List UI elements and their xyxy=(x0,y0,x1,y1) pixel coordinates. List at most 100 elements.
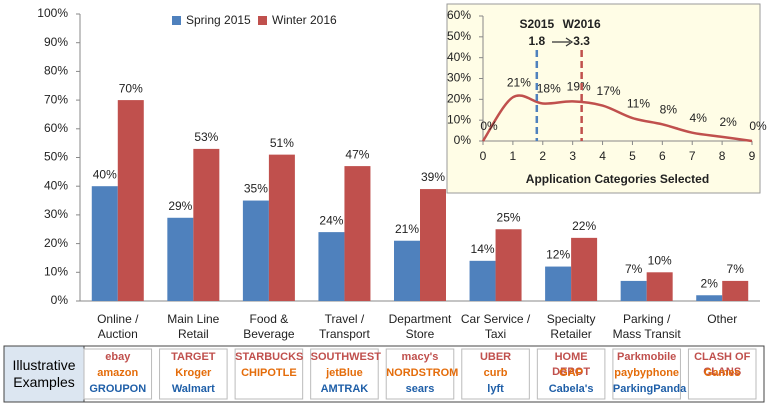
x-tick-label: 0 xyxy=(480,149,487,163)
y-tick-label: 80% xyxy=(44,64,68,78)
example-brand: CLASH OF CLANS xyxy=(694,351,751,378)
legend-label: Winter 2016 xyxy=(272,13,337,27)
data-label: 0% xyxy=(749,119,767,133)
example-brand: ParkingPanda xyxy=(612,383,687,395)
data-label: 25% xyxy=(497,210,521,224)
x-tick-label: Car Service / Taxi xyxy=(460,312,531,341)
bar xyxy=(722,280,749,301)
data-label: 10% xyxy=(648,253,672,267)
marker-name: W2016 xyxy=(563,17,601,31)
example-brand: paybyphone xyxy=(614,367,680,379)
data-label: 21% xyxy=(507,75,531,89)
y-tick-label: 20% xyxy=(44,236,68,250)
example-brand: Kroger xyxy=(175,367,212,379)
example-brand: SOUTHWEST xyxy=(310,351,381,363)
example-brand: curb xyxy=(483,367,508,379)
y-tick-label: 20% xyxy=(447,92,471,106)
bar xyxy=(420,189,446,301)
bar xyxy=(696,295,723,301)
y-tick-label: 30% xyxy=(44,207,68,221)
example-brand: GAP xyxy=(559,367,584,379)
y-tick-label: 70% xyxy=(44,92,68,106)
y-tick-label: 50% xyxy=(44,150,68,164)
data-label: 29% xyxy=(168,199,192,213)
y-tick-label: 60% xyxy=(447,8,471,22)
marker-name: S2015 xyxy=(519,17,554,31)
y-tick-label: 10% xyxy=(447,112,471,126)
x-tick-label: Specialty Retailer xyxy=(546,312,596,341)
example-brand: Parkmobile xyxy=(616,351,677,363)
example-brand: STARBUCKS xyxy=(235,351,304,363)
bar xyxy=(545,266,572,301)
example-brand: ebay xyxy=(105,351,131,363)
marker-value: 3.3 xyxy=(573,34,590,48)
example-brand: Cabela's xyxy=(548,383,594,395)
example-brand: jetBlue xyxy=(326,367,363,379)
data-label: 39% xyxy=(421,170,445,184)
data-label: 47% xyxy=(345,147,369,161)
y-tick-label: 40% xyxy=(44,178,68,192)
data-label: 2% xyxy=(719,115,737,129)
data-label: 22% xyxy=(572,219,596,233)
data-label: 40% xyxy=(93,167,117,181)
x-axis-title: Application Categories Selected xyxy=(526,172,709,186)
y-tick-label: 90% xyxy=(44,35,68,49)
example-brand: CHIPOTLE xyxy=(241,367,297,379)
example-brand: macy's xyxy=(401,351,439,363)
data-label: 14% xyxy=(471,242,495,256)
y-tick-label: 40% xyxy=(447,50,471,64)
bar xyxy=(646,272,673,301)
data-label: 0% xyxy=(480,119,498,133)
data-label: 17% xyxy=(597,84,621,98)
x-tick-label: 6 xyxy=(659,149,666,163)
example-cell xyxy=(612,348,681,400)
data-label: 19% xyxy=(567,80,591,94)
line xyxy=(481,94,753,143)
bar xyxy=(495,229,522,301)
example-cell xyxy=(536,348,606,400)
y-tick-label: 10% xyxy=(44,264,68,278)
bar xyxy=(193,148,220,301)
y-tick-label: 0% xyxy=(51,293,69,307)
example-brand: amazon xyxy=(97,367,139,379)
arrow-head xyxy=(565,37,574,47)
bar xyxy=(242,200,269,301)
bar xyxy=(91,186,118,301)
data-label: 12% xyxy=(546,248,570,262)
data-label: 70% xyxy=(119,81,143,95)
example-brand: Walmart xyxy=(171,383,215,395)
data-label: 7% xyxy=(625,262,643,276)
data-label: 7% xyxy=(727,262,745,276)
data-label: 35% xyxy=(244,182,268,196)
marker-value: 1.8 xyxy=(528,34,545,48)
data-label: 24% xyxy=(319,213,343,227)
bar xyxy=(469,260,496,301)
y-tick-label: 0% xyxy=(454,133,472,147)
bar xyxy=(117,100,144,301)
bar xyxy=(394,240,420,301)
y-tick-label: 30% xyxy=(447,71,471,85)
legend-label: Spring 2015 xyxy=(186,13,251,27)
example-brand: AMTRAK xyxy=(320,383,369,395)
bar xyxy=(344,166,371,301)
x-tick-label: 7 xyxy=(689,149,696,163)
data-label: 2% xyxy=(701,276,719,290)
bar xyxy=(318,232,345,301)
examples-label: Illustrative Examples xyxy=(12,357,76,390)
example-cell xyxy=(159,348,228,400)
data-label: 21% xyxy=(395,222,419,236)
data-label: 4% xyxy=(690,111,708,125)
x-tick-label: Main Line Retail xyxy=(167,312,220,341)
x-tick-label: 1 xyxy=(510,149,517,163)
example-cell xyxy=(461,348,530,400)
x-tick-label: Food & Beverage xyxy=(243,312,295,341)
example-brand: HOME DEPOT xyxy=(552,351,591,378)
data-label: 53% xyxy=(194,130,218,144)
legend-swatch xyxy=(172,16,181,25)
examples-label-bg xyxy=(3,345,85,403)
example-cell xyxy=(310,348,379,400)
example-brand: sears xyxy=(405,383,435,395)
legend-swatch xyxy=(258,16,267,25)
x-tick-label: Online / Auction xyxy=(97,312,139,341)
